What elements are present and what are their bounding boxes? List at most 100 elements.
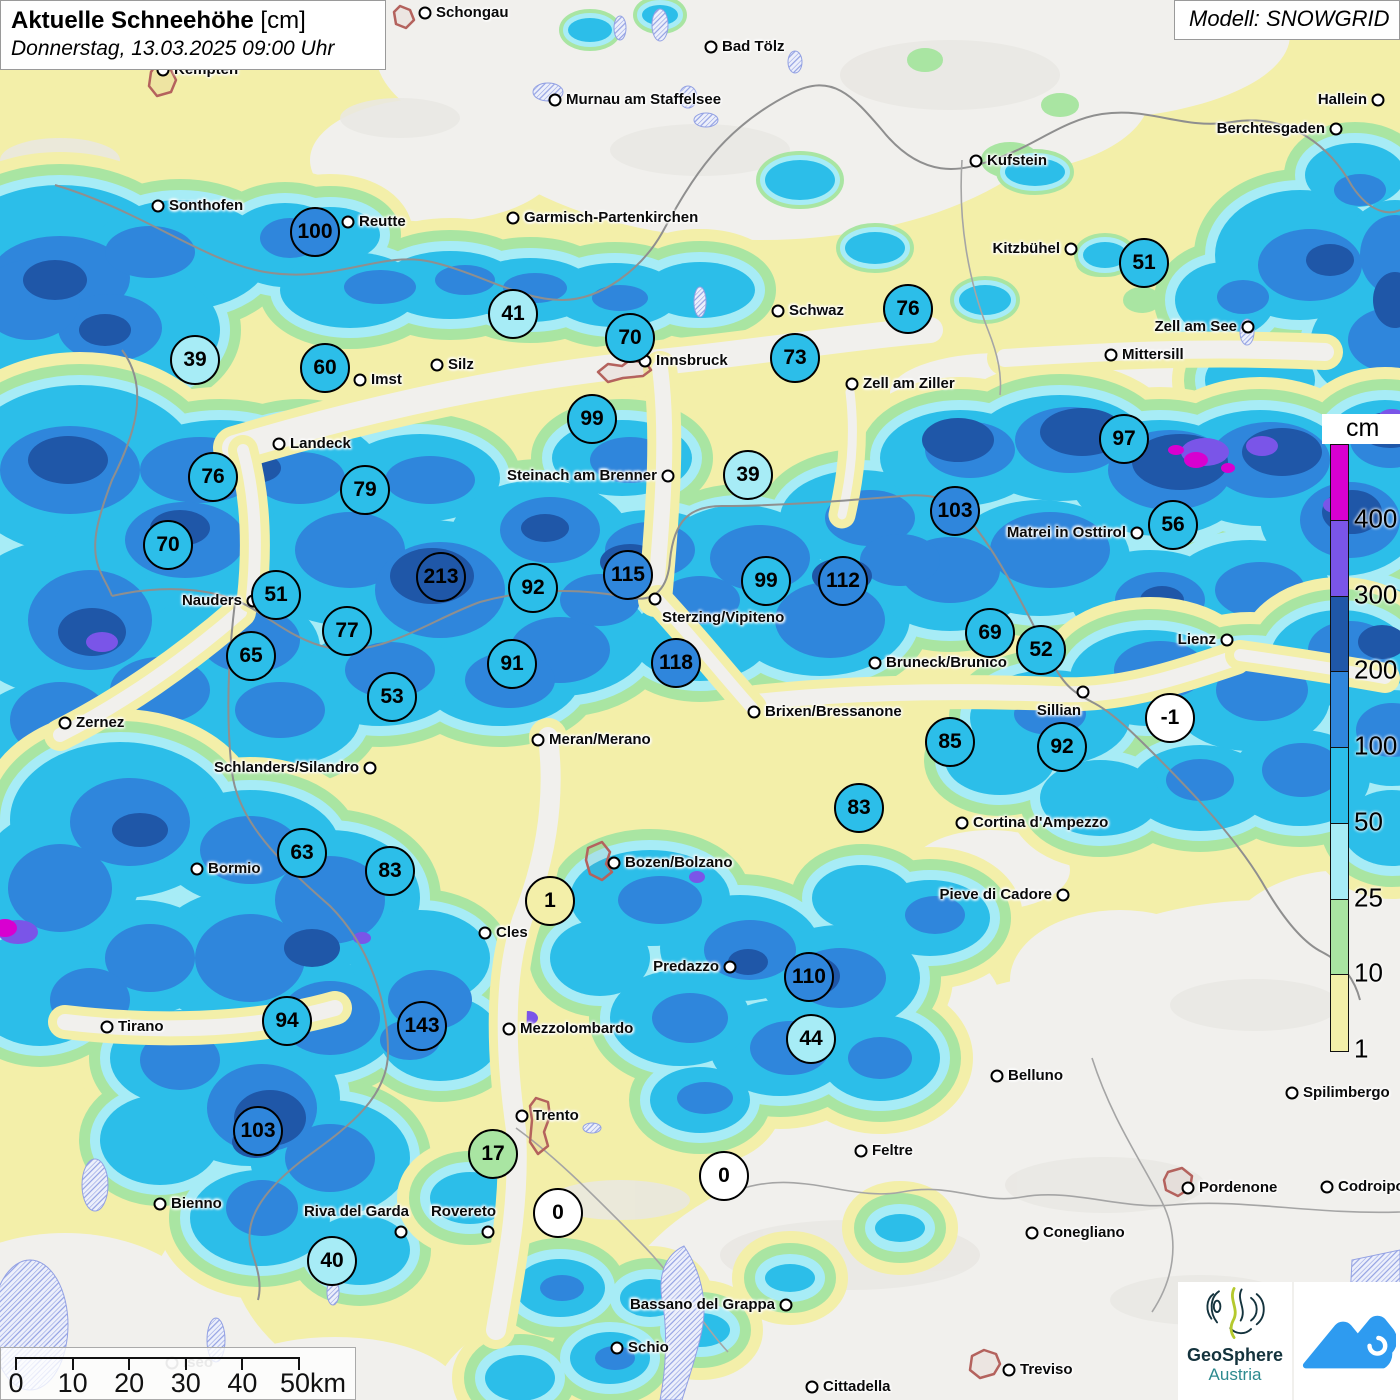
city-marker bbox=[1181, 1181, 1195, 1195]
city-label: Kitzbühel bbox=[992, 240, 1061, 258]
city-marker bbox=[1025, 1226, 1039, 1240]
station-value-badge: 63 bbox=[277, 828, 327, 878]
legend-tick-label: 400 bbox=[1354, 503, 1398, 534]
city-marker bbox=[1320, 1180, 1334, 1194]
station-value-badge: 65 bbox=[226, 631, 276, 681]
blue-mountain-icon bbox=[1302, 1315, 1397, 1369]
legend-segment bbox=[1331, 748, 1348, 824]
partner-logo bbox=[1294, 1282, 1400, 1400]
station-value-badge: 115 bbox=[603, 550, 653, 600]
city-marker bbox=[272, 437, 286, 451]
city-label: Predazzo bbox=[653, 958, 719, 976]
city-marker bbox=[990, 1069, 1004, 1083]
city-marker bbox=[771, 304, 785, 318]
city-marker bbox=[1285, 1086, 1299, 1100]
city-label: Garmisch-Partenkirchen bbox=[524, 209, 699, 227]
city-label: Sonthofen bbox=[169, 197, 244, 215]
city-marker bbox=[515, 1109, 529, 1123]
city-label: Sillian bbox=[1036, 702, 1081, 719]
city-label: Landeck bbox=[290, 435, 351, 453]
city-label: Belluno bbox=[1008, 1067, 1063, 1085]
station-value-badge: 112 bbox=[818, 556, 868, 606]
station-value-badge: 39 bbox=[170, 335, 220, 385]
station-value-badge: 79 bbox=[340, 465, 390, 515]
legend-color-bar bbox=[1330, 444, 1349, 1052]
station-value-badge: 70 bbox=[605, 313, 655, 363]
city-marker bbox=[969, 154, 983, 168]
station-value-badge: 143 bbox=[397, 1001, 447, 1051]
city-label: Bormio bbox=[208, 860, 261, 878]
city-label: Bienno bbox=[171, 1195, 222, 1213]
station-value-badge: 213 bbox=[416, 552, 466, 602]
city-marker bbox=[868, 656, 882, 670]
station-value-badge: 110 bbox=[784, 952, 834, 1002]
scale-bar-tick bbox=[128, 1357, 131, 1370]
page-title: Aktuelle Schneehöhe [cm] bbox=[11, 7, 306, 34]
city-label: Schlanders/Silandro bbox=[213, 759, 359, 777]
station-value-badge: 39 bbox=[723, 450, 773, 500]
station-value-badge: 56 bbox=[1148, 500, 1198, 550]
legend-segment bbox=[1331, 823, 1348, 900]
city-marker bbox=[1130, 526, 1144, 540]
legend-tick-label: 200 bbox=[1354, 654, 1398, 685]
scale-bar-tick bbox=[71, 1357, 74, 1370]
geosphere-wordmark: GeoSphere bbox=[1186, 1345, 1284, 1365]
city-label: Lienz bbox=[1177, 631, 1216, 649]
city-label: Schio bbox=[628, 1339, 669, 1357]
city-marker bbox=[845, 377, 859, 391]
scale-bar-label: 50km bbox=[279, 1368, 347, 1398]
station-value-badge: 83 bbox=[365, 846, 415, 896]
scale-bar-tick bbox=[241, 1357, 244, 1370]
legend-tick-label: 25 bbox=[1354, 881, 1383, 912]
station-value-badge: 76 bbox=[188, 452, 238, 502]
city-marker bbox=[610, 1341, 624, 1355]
city-label: Bassano del Grappa bbox=[629, 1296, 775, 1314]
city-marker bbox=[478, 926, 492, 940]
city-label: Matrei in Osttirol bbox=[1006, 524, 1126, 542]
city-label: Bruneck/Brunico bbox=[886, 654, 1007, 672]
station-value-badge: 51 bbox=[251, 570, 301, 620]
city-marker bbox=[805, 1380, 819, 1394]
city-label: Pieve di Cadore bbox=[939, 886, 1052, 904]
legend-segment bbox=[1331, 975, 1348, 1051]
geosphere-contour-icon bbox=[1206, 1287, 1265, 1339]
city-label: Brixen/Bressanone bbox=[765, 703, 902, 721]
city-marker bbox=[100, 1020, 114, 1034]
model-box: Modell: SNOWGRID bbox=[1174, 0, 1400, 40]
scale-bar-tick bbox=[15, 1357, 17, 1370]
city-marker bbox=[1241, 320, 1255, 334]
city-marker bbox=[854, 1144, 868, 1158]
city-label: Mittersill bbox=[1122, 346, 1184, 364]
city-label: Zernez bbox=[76, 714, 125, 732]
city-label: Pordenone bbox=[1199, 1179, 1278, 1197]
legend-tick-label: 1 bbox=[1354, 1033, 1369, 1064]
scale-bar: 0 10 20 30 40 50km bbox=[0, 1347, 356, 1400]
city-marker bbox=[481, 1225, 495, 1239]
city-marker bbox=[1064, 242, 1078, 256]
city-marker bbox=[648, 592, 662, 606]
city-marker bbox=[341, 215, 355, 229]
geosphere-logo: GeoSphere Austria bbox=[1178, 1282, 1292, 1400]
city-marker bbox=[548, 93, 562, 107]
station-value-badge: 69 bbox=[965, 608, 1015, 658]
station-value-badge: 103 bbox=[233, 1106, 283, 1156]
station-value-badge: 41 bbox=[488, 289, 538, 339]
city-label: Reutte bbox=[359, 213, 406, 231]
city-label: Nauders bbox=[181, 592, 242, 610]
city-label: Cortina d'Ampezzo bbox=[973, 814, 1109, 832]
city-label: Cittadella bbox=[823, 1378, 891, 1396]
city-label: Conegliano bbox=[1043, 1224, 1125, 1242]
city-marker bbox=[363, 761, 377, 775]
city-marker bbox=[704, 40, 718, 54]
station-value-badge: 0 bbox=[533, 1188, 583, 1238]
scale-bar-label: 10 bbox=[57, 1368, 88, 1398]
station-value-badge: 77 bbox=[322, 606, 372, 656]
city-marker bbox=[418, 6, 432, 20]
legend-tick-label: 100 bbox=[1354, 730, 1398, 761]
station-value-badge: 70 bbox=[143, 520, 193, 570]
station-value-badge: 83 bbox=[834, 783, 884, 833]
legend-tick-label: 10 bbox=[1354, 957, 1383, 988]
scale-bar-tick bbox=[184, 1357, 187, 1370]
